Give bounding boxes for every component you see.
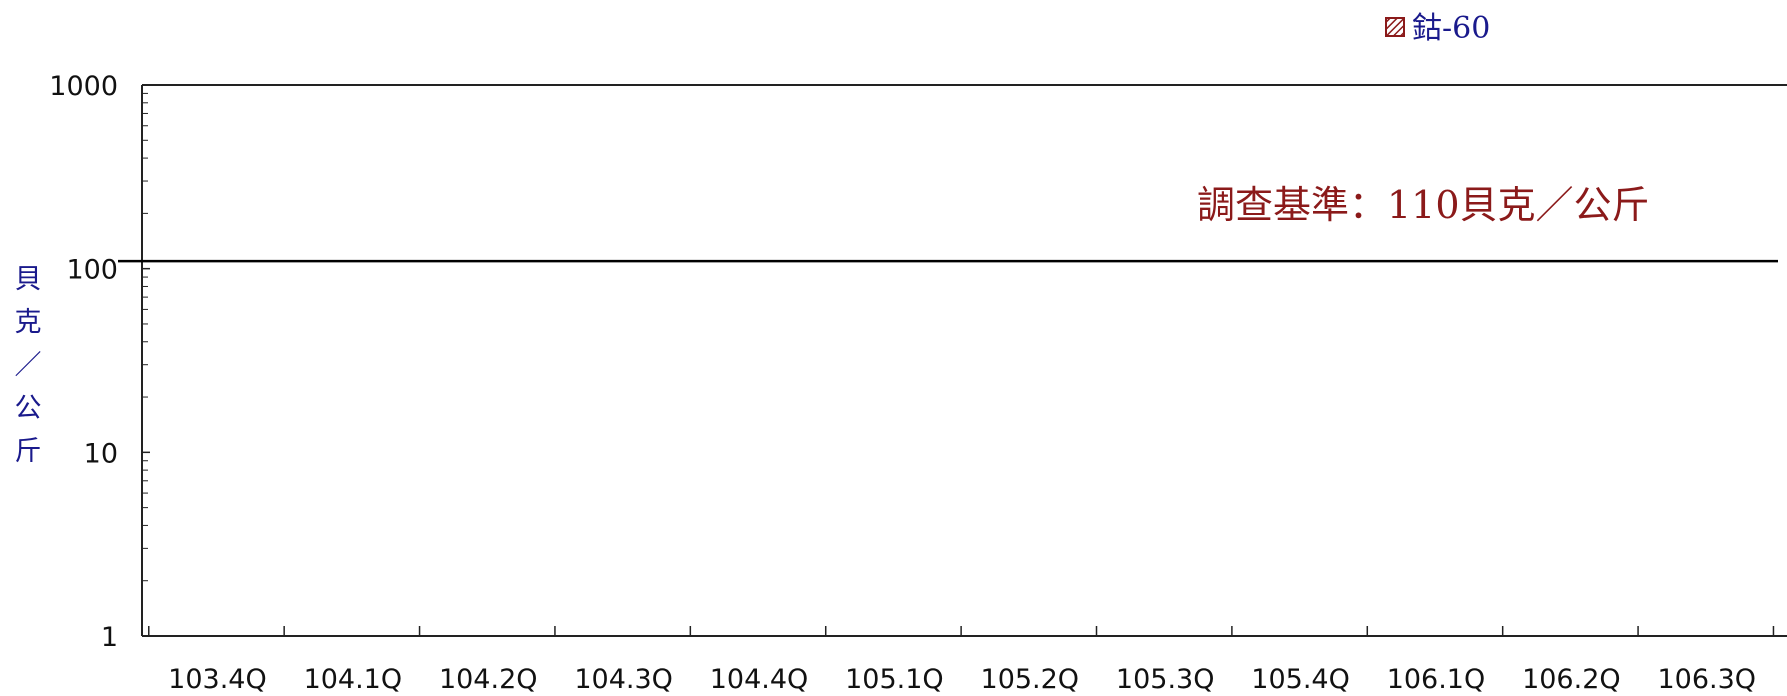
x-tick-label: 103.4Q [168,664,267,695]
x-tick-label: 105.4Q [1251,664,1350,695]
x-tick-label: 106.2Q [1522,664,1621,695]
y-axis-label-char: 公 [15,393,42,424]
y-tick-label: 10 [84,438,118,469]
legend-label-cobalt-60: 鈷-60 [1412,11,1490,46]
y-axis-label-char: ／ [15,350,42,381]
x-tick-label: 106.1Q [1387,664,1486,695]
x-tick-label: 104.2Q [439,664,538,695]
x-tick-label: 106.3Q [1657,664,1756,695]
y-axis-label-char: 斤 [15,436,42,467]
y-axis-ticks: 1 10 100 1000 [49,71,150,653]
x-tick-label: 105.2Q [981,664,1080,695]
x-tick-label: 105.1Q [845,664,944,695]
legend-swatch-cobalt-60 [1385,17,1405,37]
y-axis-label: 貝克 ／ 公斤 [15,264,42,467]
reference-annotation: 調查基準：110貝克／公斤 [1197,183,1650,227]
x-tick-label: 104.3Q [574,664,673,695]
y-tick-label: 1 [101,622,118,653]
y-tick-label: 1000 [49,71,118,102]
y-axis-label-char: 貝 [15,264,42,295]
y-tick-label: 100 [66,255,118,286]
x-tick-label: 105.3Q [1116,664,1215,695]
legend: 鈷-60 [1385,11,1490,46]
x-axis-ticks: 103.4Q 104.1Q 104.2Q 104.3Q 104.4Q 105.1Q 105.… [148,626,1775,695]
y-axis-label-char: 克 [15,307,42,338]
x-tick-label: 104.4Q [710,664,809,695]
axes [141,84,1787,637]
x-tick-label: 104.1Q [304,664,403,695]
